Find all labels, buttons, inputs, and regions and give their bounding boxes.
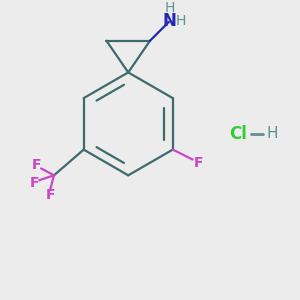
Text: H: H	[267, 126, 278, 141]
Text: F: F	[32, 158, 41, 172]
Text: F: F	[45, 188, 55, 202]
Text: F: F	[29, 176, 39, 190]
Text: H: H	[176, 14, 186, 28]
Text: H: H	[165, 1, 175, 15]
Text: Cl: Cl	[229, 125, 247, 143]
Text: N: N	[163, 12, 177, 30]
Text: F: F	[194, 156, 203, 170]
